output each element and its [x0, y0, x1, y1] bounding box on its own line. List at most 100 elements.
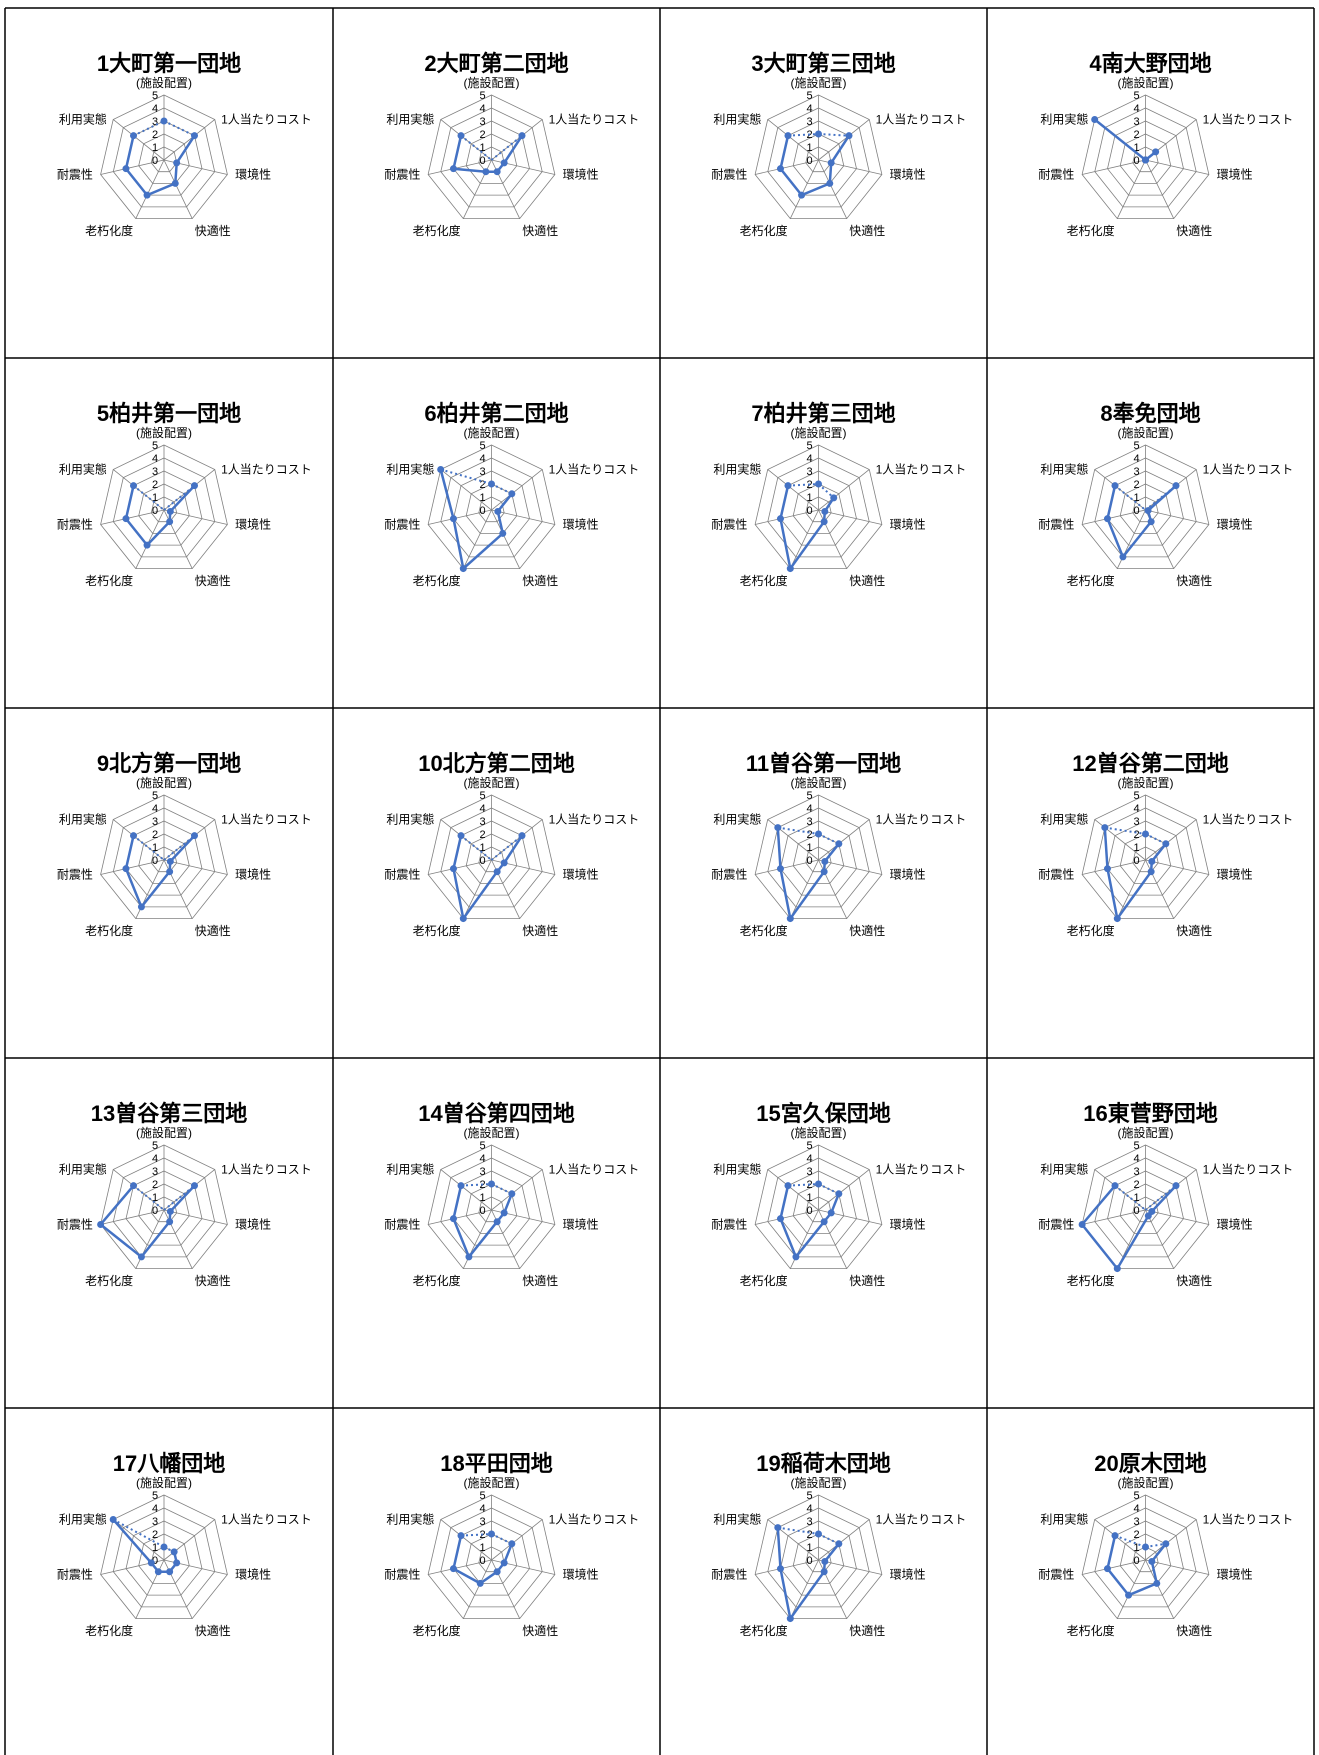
grid-ring [1094, 807, 1197, 908]
grid-spoke [462, 859, 492, 919]
series-dotted-segment [817, 483, 835, 499]
grid-ring [427, 1144, 556, 1269]
data-point [493, 868, 501, 876]
data-point [1125, 1591, 1133, 1599]
tick-label: 2 [152, 479, 158, 491]
axis-label: 快適性 [1176, 1273, 1212, 1288]
chart-title: 1大町第一団地 [97, 51, 241, 76]
axis-label: 1人当たりコスト [1203, 1162, 1294, 1176]
grid-spoke [1145, 1559, 1209, 1575]
series-dotted-segment [132, 484, 165, 511]
grid-spoke [1082, 1209, 1146, 1225]
data-point [1147, 868, 1155, 876]
chart-title: 15宮久保団地 [756, 1101, 890, 1126]
axis-label: 利用実態 [713, 811, 761, 826]
data-point [173, 159, 181, 167]
tick-label: 3 [806, 816, 812, 828]
data-point [154, 1568, 162, 1576]
tick-label: 0 [806, 1205, 812, 1217]
grid-spoke [112, 119, 165, 161]
axis-label: 老朽化度 [1067, 223, 1115, 238]
tick-label: 0 [806, 855, 812, 867]
data-point [147, 1559, 155, 1567]
series-dotted-segment [818, 1183, 840, 1195]
tick-label: 4 [1133, 103, 1139, 115]
series-line [776, 827, 840, 922]
tick-label: 0 [479, 1555, 485, 1567]
grid-spoke [818, 119, 870, 161]
axis-label: 耐震性 [57, 1217, 93, 1231]
data-point [820, 518, 828, 526]
grid-spoke [428, 159, 492, 175]
data-point [457, 832, 465, 840]
tick-label: 2 [152, 129, 158, 141]
grid-spoke [755, 1209, 819, 1225]
tick-label: 3 [479, 466, 485, 478]
tick-label: 1 [152, 1192, 158, 1204]
grid-spoke [1145, 1209, 1175, 1269]
data-point [1162, 1540, 1170, 1548]
series-dotted-segment [1145, 833, 1167, 845]
axis-label: (施設配置) [136, 775, 192, 790]
tick-label: 2 [479, 829, 485, 841]
grid-spoke [755, 1559, 819, 1575]
tick-label: 3 [806, 116, 812, 128]
axis-label: (施設配置) [464, 425, 520, 440]
data-point [826, 179, 834, 187]
grid-ring [138, 1533, 190, 1584]
axis-label: (施設配置) [136, 425, 192, 440]
grid-ring [1081, 444, 1210, 569]
data-point [137, 1253, 145, 1261]
grid-ring [1094, 1157, 1197, 1258]
grid-ring [1132, 846, 1159, 873]
data-point [143, 191, 151, 199]
grid-ring [138, 133, 190, 184]
chart-title: 7柏井第三団地 [751, 401, 895, 426]
grid-spoke [428, 859, 492, 875]
series-dotted-segment [818, 1533, 840, 1545]
tick-label: 2 [806, 1529, 812, 1541]
tick-label: 0 [152, 1205, 158, 1217]
data-point [518, 832, 526, 840]
axis-label: 老朽化度 [413, 1623, 461, 1638]
tick-label: 0 [479, 1205, 485, 1217]
axis-label: 環境性 [563, 166, 599, 181]
axis-label: 耐震性 [1038, 167, 1074, 181]
grid-ring [465, 133, 518, 184]
tick-label: 5 [1133, 1140, 1139, 1152]
tick-label: 2 [806, 829, 812, 841]
grid-spoke [1145, 1559, 1175, 1619]
axis-label: 快適性 [1176, 573, 1212, 588]
grid-spoke [163, 159, 193, 219]
data-point [1111, 1532, 1119, 1540]
data-point [457, 1182, 465, 1190]
data-point [488, 1180, 495, 1188]
data-point [776, 165, 784, 173]
data-point [500, 1209, 508, 1217]
tick-label: 1 [806, 1192, 812, 1204]
data-point [1144, 507, 1152, 515]
axis-label: 快適性 [195, 1273, 231, 1288]
data-point [815, 830, 822, 838]
tick-label: 4 [806, 453, 812, 465]
axis-label: 快適性 [1176, 223, 1212, 238]
axis-label: 快適性 [195, 223, 231, 238]
grid-spoke [135, 159, 165, 219]
series-dotted-segment [787, 1183, 819, 1187]
tick-label: 1 [806, 142, 812, 154]
tick-label: 1 [806, 842, 812, 854]
grid-ring [767, 1507, 870, 1608]
axis-label: (施設配置) [136, 75, 192, 90]
series-dotted-segment [460, 134, 493, 161]
axis-label: 快適性 [522, 573, 558, 588]
data-point [786, 565, 794, 573]
axis-label: 環境性 [563, 516, 599, 531]
grid-spoke [491, 509, 555, 525]
data-point [1153, 1579, 1161, 1587]
axis-label: 1人当たりコスト [876, 812, 967, 826]
